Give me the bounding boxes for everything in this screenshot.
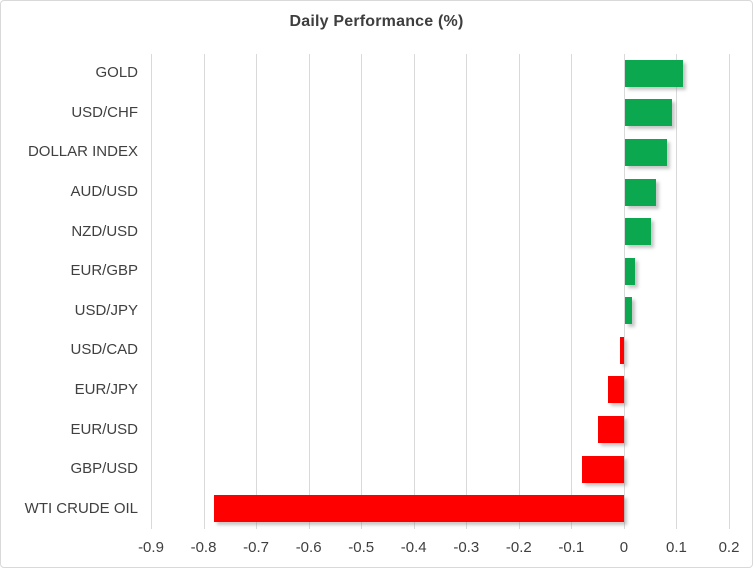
x-tick-label: -0.4 bbox=[400, 539, 427, 556]
gridline bbox=[256, 53, 258, 529]
x-tick-label: 0.1 bbox=[666, 539, 687, 556]
gridline bbox=[361, 53, 363, 529]
bar bbox=[624, 59, 683, 87]
x-tick-label: -0.3 bbox=[453, 539, 480, 556]
bar bbox=[214, 495, 624, 523]
category-label: DOLLAR INDEX bbox=[27, 143, 138, 161]
gridline bbox=[623, 53, 625, 529]
x-tick-label: -0.9 bbox=[138, 539, 164, 556]
bar bbox=[624, 138, 667, 166]
gridline bbox=[571, 53, 573, 529]
bar bbox=[620, 336, 624, 364]
category-label: USD/CAD bbox=[70, 341, 138, 359]
chart-title: Daily Performance (%) bbox=[289, 13, 464, 30]
x-tick-label: -0.6 bbox=[295, 539, 322, 556]
x-tick-label: -0.7 bbox=[243, 539, 269, 556]
category-label: WTI CRUDE OIL bbox=[24, 499, 138, 517]
gridline bbox=[413, 53, 415, 529]
gridline bbox=[203, 53, 205, 529]
category-label: AUD/USD bbox=[70, 183, 138, 201]
bar bbox=[597, 416, 624, 444]
bar bbox=[624, 257, 636, 285]
bar bbox=[624, 297, 632, 325]
bar bbox=[608, 376, 624, 404]
gridline bbox=[518, 53, 520, 529]
gridline bbox=[729, 53, 730, 529]
category-label: GBP/USD bbox=[70, 460, 138, 478]
gridline bbox=[151, 53, 152, 529]
category-label: EUR/JPY bbox=[74, 380, 138, 398]
category-label: EUR/USD bbox=[70, 420, 138, 438]
category-label: GOLD bbox=[95, 64, 138, 82]
x-tick-label: -0.5 bbox=[348, 539, 375, 556]
category-label: USD/CHF bbox=[71, 103, 138, 121]
x-tick-label: -0.2 bbox=[505, 539, 532, 556]
bar bbox=[624, 99, 673, 127]
bar bbox=[624, 178, 657, 206]
gridline bbox=[308, 53, 310, 529]
gridline bbox=[466, 53, 468, 529]
x-tick-label: -0.1 bbox=[558, 539, 585, 556]
x-tick-label: 0 bbox=[619, 539, 629, 556]
gridline bbox=[676, 53, 678, 529]
x-tick-label: 0.2 bbox=[718, 539, 740, 556]
category-label: NZD/USD bbox=[71, 222, 138, 240]
category-label: EUR/GBP bbox=[70, 262, 138, 280]
x-tick-label: -0.8 bbox=[190, 539, 217, 556]
bar bbox=[581, 455, 624, 483]
bar bbox=[624, 218, 652, 246]
category-label: USD/JPY bbox=[74, 301, 138, 319]
